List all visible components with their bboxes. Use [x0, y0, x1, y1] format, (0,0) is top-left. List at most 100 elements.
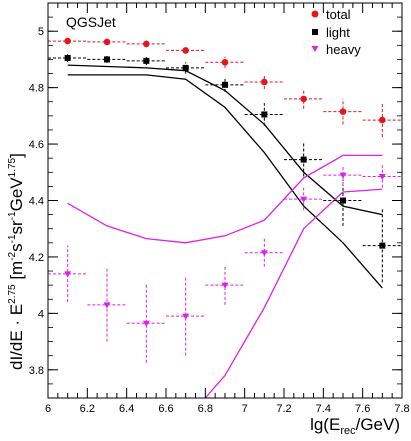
x-tick-label: 7.6 [355, 403, 370, 415]
heavy-marker [221, 282, 229, 289]
total-marker [221, 58, 229, 66]
total-marker [261, 78, 268, 86]
legend-marker-total [311, 10, 319, 18]
x-tick-label: 6 [45, 403, 51, 415]
y-axis-label-b: [m [7, 261, 26, 285]
y-tick-label: 4.4 [29, 196, 44, 208]
total-data-point [87, 38, 127, 46]
light-marker [222, 81, 228, 88]
total-data-point [48, 37, 88, 45]
y-axis-label-e: GeV [7, 177, 26, 212]
heavy-data-point [362, 165, 402, 188]
light-marker [104, 56, 110, 63]
y-axis-label-e-sup: 1.75 [7, 157, 18, 177]
light-data-point [284, 142, 324, 177]
x-axis-label-sub: rec [340, 425, 356, 437]
light-marker [261, 111, 268, 118]
light-data-point [362, 208, 402, 283]
heavy-data-point [48, 245, 88, 303]
total-data-point [126, 40, 166, 48]
x-tick-label: 6.6 [158, 403, 173, 415]
y-axis-label-d: sr [7, 220, 26, 235]
model-annotation: QGSJet [66, 14, 116, 30]
total-data-point [166, 47, 206, 54]
heavy-data-point [323, 165, 363, 185]
axis-ticks: 6 6.2 6.4 6.6 6.8 7 7.2 7.4 7.6 7.8 3.8 4 4.2 4.4 4.6 4… [29, 2, 410, 415]
heavy-marker [378, 174, 386, 181]
light-marker [143, 57, 150, 64]
band-1-lower-line [204, 188, 383, 399]
legend-label-light: light [326, 25, 350, 40]
heavy-marker [103, 302, 111, 309]
heavy-data-point [244, 238, 284, 267]
light-data-point [126, 56, 166, 66]
light-data-point [244, 103, 284, 126]
x-axis-label: lg(Erec/GeV) [310, 415, 400, 437]
x-tick-label: 6.2 [80, 403, 95, 415]
light-marker [340, 197, 346, 204]
heavy-marker [182, 313, 190, 320]
y-axis-label-c: s [7, 243, 26, 252]
y-tick-label: 4 [38, 308, 44, 320]
total-data-point [284, 89, 324, 109]
total-marker [182, 47, 189, 54]
legend-label-total: total [326, 7, 351, 22]
total-marker [379, 116, 386, 124]
legend: total light heavy [311, 7, 361, 57]
x-axis-label-main: lg(E [310, 415, 340, 434]
x-tick-label: 7.8 [394, 403, 409, 415]
heavy-data-point [284, 187, 324, 211]
legend-marker-light [312, 29, 318, 35]
total-data-point [205, 56, 245, 68]
heavy-marker [142, 320, 150, 327]
y-axis-label-d-sup: -1 [7, 211, 18, 220]
heavy-marker [64, 271, 72, 278]
y-axis-label-b-sup: -2 [7, 251, 18, 260]
y-tick-label: 5 [38, 26, 44, 38]
light-data-point [48, 53, 88, 63]
total-data-point [244, 74, 284, 90]
light-data-point [166, 62, 206, 74]
total-marker [103, 38, 111, 46]
heavy-data-point [205, 265, 245, 305]
y-axis-label-f: ] [7, 153, 26, 158]
legend-label-heavy: heavy [326, 42, 361, 57]
total-data-point [323, 98, 363, 125]
heavy-data-point [166, 276, 206, 356]
x-tick-label: 7 [242, 403, 248, 415]
y-tick-label: 4.6 [29, 139, 44, 151]
light-data-point [205, 77, 245, 92]
y-axis-label: dI/dE · E2.75 [m-2s-1sr-1GeV1.75] [7, 153, 26, 370]
light-marker [64, 55, 71, 62]
x-tick-label: 6.4 [119, 403, 134, 415]
heavy-data-point [126, 283, 166, 363]
band-1-upper-line [67, 154, 383, 244]
heavy-marker [300, 196, 308, 203]
total-marker [300, 95, 307, 103]
y-tick-label: 4.2 [29, 252, 44, 264]
band-0-lower-line [67, 74, 383, 289]
total-data-point [362, 103, 402, 138]
total-marker [339, 108, 347, 115]
x-tick-label: 7.2 [276, 403, 291, 415]
x-tick-label: 7.4 [316, 403, 331, 415]
light-data-point [87, 56, 127, 63]
y-tick-label: 4.8 [29, 83, 44, 95]
heavy-marker [260, 250, 268, 257]
light-marker [300, 156, 307, 163]
x-axis-label-tail: /GeV) [356, 415, 400, 434]
heavy-data-point [87, 268, 127, 342]
y-tick-label: 3.8 [29, 365, 44, 377]
light-marker [182, 64, 189, 71]
total-marker [64, 37, 71, 45]
y-axis-label-a-sup: 2.75 [7, 284, 18, 304]
light-marker [379, 242, 386, 249]
plot-content [48, 37, 402, 399]
y-axis-label-c-sup: -1 [7, 234, 18, 243]
total-marker [143, 40, 150, 48]
heavy-marker [339, 172, 347, 179]
legend-marker-heavy [311, 46, 319, 52]
x-tick-label: 6.8 [198, 403, 213, 415]
y-axis-label-a: dI/dE · E [7, 304, 26, 370]
